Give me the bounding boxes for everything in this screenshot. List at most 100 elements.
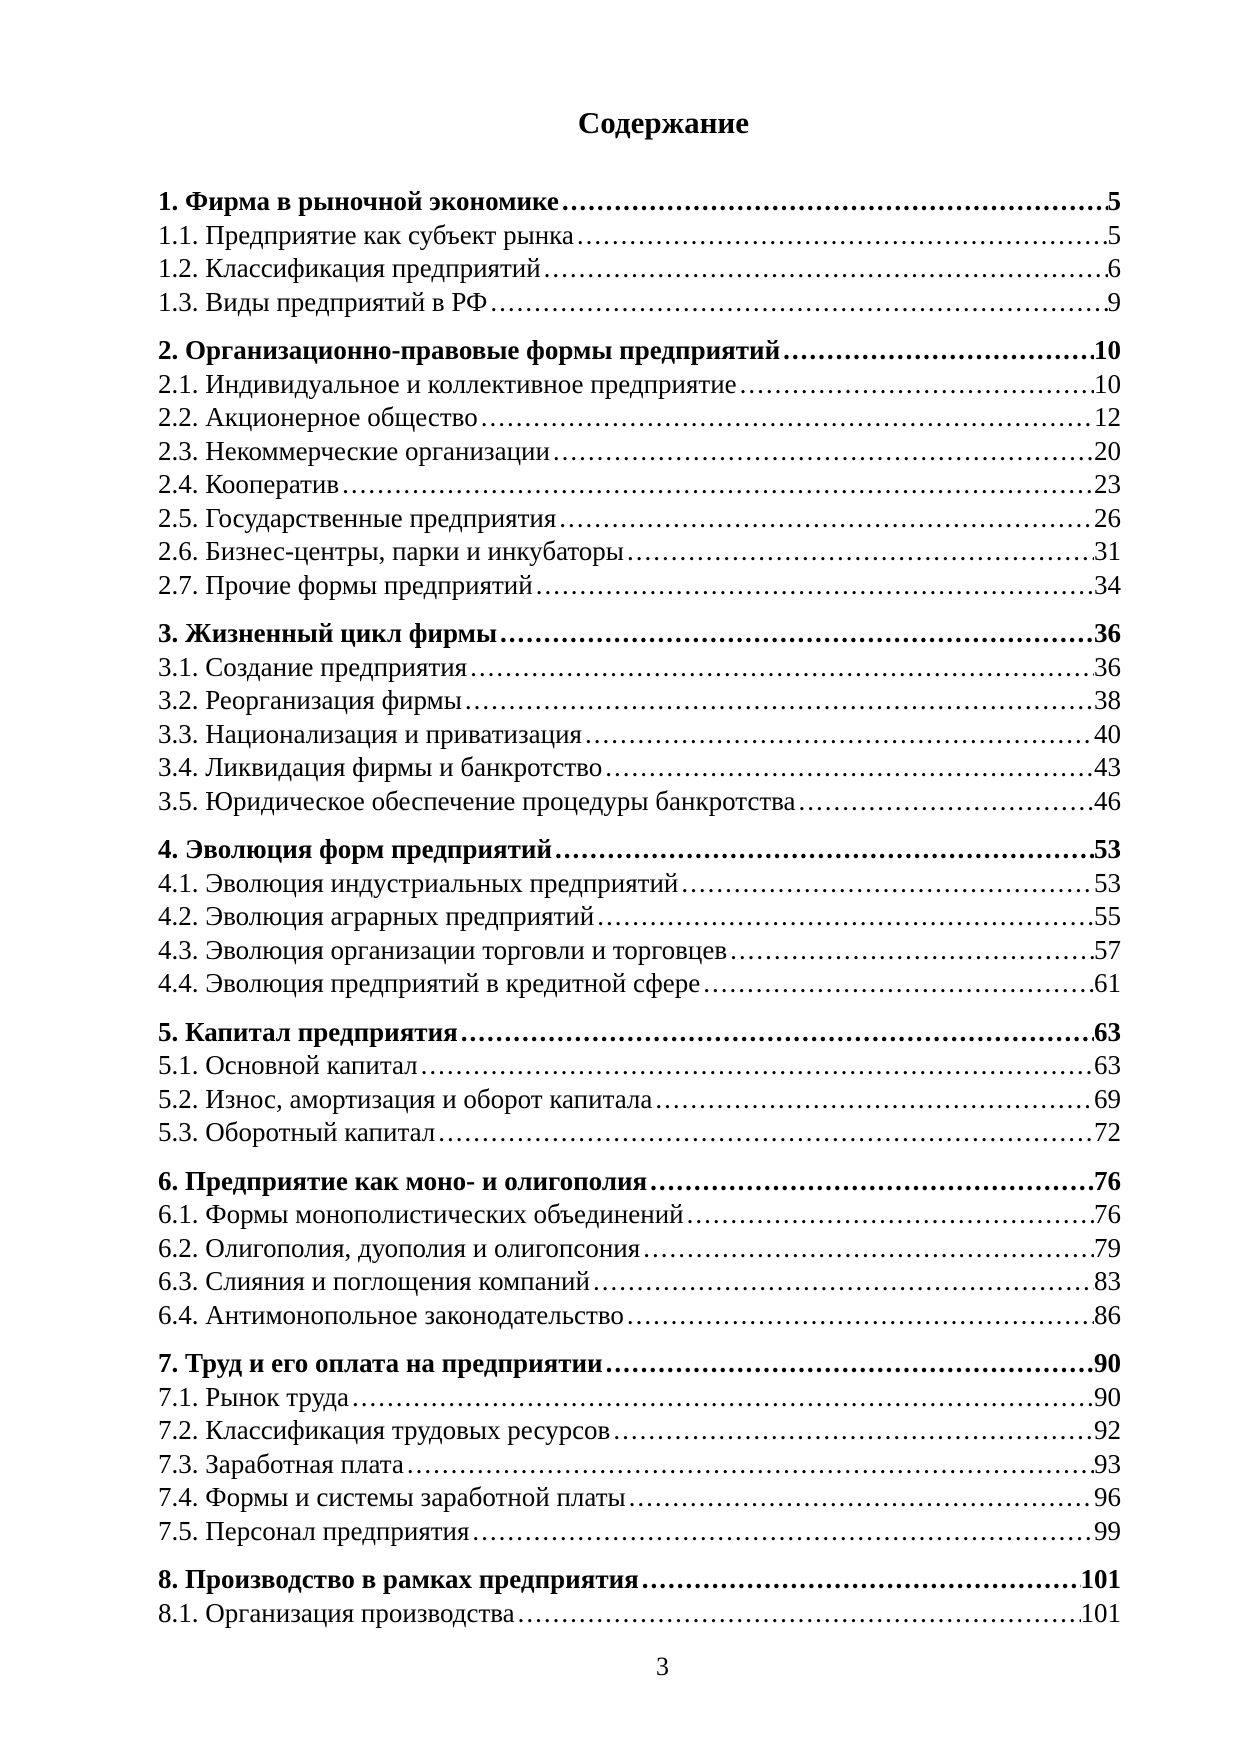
toc-entry-page: 83: [1094, 1266, 1121, 1296]
toc-entry-page: 9: [1107, 286, 1122, 317]
toc-leader-dots: [624, 535, 1094, 569]
toc-entry[interactable]: 7.4. Формы и системы заработной платы 96: [158, 1481, 1121, 1515]
toc-entry[interactable]: 2.6. Бизнес-центры, парки и инкубаторы 3…: [158, 535, 1121, 569]
toc-entry[interactable]: 6.1. Формы монополистических объединений…: [158, 1198, 1121, 1232]
page-footer: 3: [0, 1650, 1241, 1683]
toc-entry[interactable]: 2.1. Индивидуальное и коллективное предп…: [158, 368, 1121, 402]
toc-entry[interactable]: 6.4. Антимонопольное законодательство 86: [158, 1299, 1121, 1333]
toc-entry-page: 6: [1107, 253, 1122, 283]
toc-entry[interactable]: 1.2. Классификация предприятий 6: [158, 252, 1121, 286]
toc-entry[interactable]: 4.1. Эволюция индустриальных предприятий…: [158, 867, 1121, 901]
toc-entry-label: 2.5. Государственные предприятия: [158, 502, 557, 533]
toc-entry-page: 20: [1094, 435, 1121, 466]
toc-leader-dots: [727, 934, 1094, 968]
toc-entry[interactable]: 6. Предприятие как моно- и олигополия 76: [158, 1165, 1121, 1199]
toc-leader-dots: [541, 252, 1108, 286]
toc-entry-page: 96: [1094, 1482, 1121, 1512]
toc-entry[interactable]: 3.1. Создание предприятия 36: [158, 651, 1121, 685]
toc-entry-label: 4. Эволюция форм предприятий: [158, 834, 553, 864]
toc-entry-label: 3.5. Юридическое обеспечение процедуры б…: [158, 785, 796, 816]
toc-entry[interactable]: 7.3. Заработная плата 93: [158, 1448, 1121, 1482]
toc-leader-dots: [574, 219, 1108, 253]
toc-entry-page: 101: [1080, 1564, 1122, 1594]
toc-leader-dots: [515, 1597, 1081, 1631]
toc-entry[interactable]: 7.5. Персонал предприятия 99: [158, 1515, 1121, 1549]
toc-entry-page: 72: [1094, 1117, 1121, 1147]
toc-entry[interactable]: 2.5. Государственные предприятия 26: [158, 502, 1121, 536]
toc-leader-dots: [602, 751, 1094, 785]
toc-entry-label: 5.1. Основной капитал: [158, 1050, 418, 1080]
toc-entry[interactable]: 6.3. Слияния и поглощения компаний 83: [158, 1265, 1121, 1299]
toc-entry[interactable]: 2.7. Прочие формы предприятий 34: [158, 569, 1121, 603]
toc-entry[interactable]: 2. Организационно-правовые формы предпри…: [158, 334, 1121, 368]
toc-leader-dots: [462, 684, 1094, 718]
toc-entry[interactable]: 4. Эволюция форм предприятий 53: [158, 833, 1121, 867]
toc-leader-dots: [647, 1165, 1094, 1199]
toc-entry-label: 2.7. Прочие формы предприятий: [158, 569, 533, 600]
toc-leader-dots: [467, 651, 1094, 685]
toc-leader-dots: [582, 718, 1094, 752]
toc-entry[interactable]: 4.3. Эволюция организации торговли и тор…: [158, 934, 1121, 968]
toc-entry[interactable]: 6.2. Олигополия, дуополия и олигопсония …: [158, 1232, 1121, 1266]
toc-entry[interactable]: 2.4. Кооператив 23: [158, 468, 1121, 502]
toc-entry-page: 36: [1094, 651, 1121, 682]
toc-entry-page: 61: [1094, 968, 1121, 998]
toc-entry-label: 8.1. Организация производства: [158, 1597, 515, 1628]
toc-entry-page: 40: [1094, 718, 1121, 749]
toc-entry-page: 69: [1094, 1083, 1121, 1114]
toc-entry-label: 6.1. Формы монополистических объединений: [158, 1199, 684, 1229]
toc-entry-label: 3.1. Создание предприятия: [158, 651, 468, 682]
toc-entry[interactable]: 3.4. Ликвидация фирмы и банкротство 43: [158, 751, 1121, 785]
toc-entry[interactable]: 4.4. Эволюция предприятий в кредитной сф…: [158, 967, 1121, 1001]
toc-entry[interactable]: 5.3. Оборотный капитал 72: [158, 1116, 1121, 1150]
toc-leader-dots: [487, 286, 1107, 320]
toc-leader-dots: [559, 185, 1108, 219]
toc-entry[interactable]: 3. Жизненный цикл фирмы 36: [158, 617, 1121, 651]
toc-entry-page: 86: [1094, 1299, 1121, 1330]
toc-entry[interactable]: 8. Производство в рамках предприятия 101: [158, 1563, 1121, 1597]
toc-entry[interactable]: 7. Труд и его оплата на предприятии 90: [158, 1347, 1121, 1381]
toc-entry-page: 93: [1094, 1448, 1121, 1479]
toc-leader-dots: [624, 1299, 1094, 1333]
toc-entry-label: 6.2. Олигополия, дуополия и олигопсония: [158, 1232, 641, 1263]
toc-entry[interactable]: 2.3. Некоммерческие организации 20: [158, 435, 1121, 469]
toc-entry-label: 2.2. Акционерное общество: [158, 402, 478, 432]
toc-entry[interactable]: 5. Капитал предприятия 63: [158, 1016, 1121, 1050]
toc-leader-dots: [652, 1083, 1094, 1117]
footer-page-number: 3: [656, 1652, 669, 1681]
toc-entry[interactable]: 4.2. Эволюция аграрных предприятий 55: [158, 900, 1121, 934]
toc-leader-dots: [435, 1116, 1094, 1150]
toc-entry[interactable]: 7.1. Рынок труда 90: [158, 1381, 1121, 1415]
toc-entry-label: 7.1. Рынок труда: [158, 1381, 350, 1412]
toc-entry-page: 10: [1094, 335, 1121, 365]
toc-entry[interactable]: 7.2. Классификация трудовых ресурсов 92: [158, 1414, 1121, 1448]
toc-entry[interactable]: 1. Фирма в рыночной экономике 5: [158, 185, 1121, 219]
toc-entry[interactable]: 3.5. Юридическое обеспечение процедуры б…: [158, 785, 1121, 819]
toc-entry[interactable]: 2.2. Акционерное общество 12: [158, 401, 1121, 435]
toc-entry-label: 7.2. Классификация трудовых ресурсов: [158, 1415, 611, 1445]
toc-entry[interactable]: 3.3. Национализация и приватизация 40: [158, 718, 1121, 752]
toc-leader-dots: [478, 401, 1094, 435]
toc-leader-dots: [610, 1414, 1094, 1448]
toc-entry-page: 79: [1094, 1232, 1121, 1263]
toc-entry[interactable]: 5.1. Основной капитал 63: [158, 1049, 1121, 1083]
toc-leader-dots: [418, 1049, 1094, 1083]
toc-entry[interactable]: 3.2. Реорганизация фирмы 38: [158, 684, 1121, 718]
toc-leader-dots: [603, 1347, 1094, 1381]
toc-entry-page: 101: [1080, 1597, 1122, 1628]
toc-content: Содержание 1. Фирма в рыночной экономике…: [158, 103, 1121, 1630]
toc-entry[interactable]: 8.1. Организация производства 101: [158, 1597, 1121, 1631]
toc-entry-page: 12: [1094, 402, 1121, 432]
toc-entry-label: 2. Организационно-правовые формы предпри…: [158, 335, 781, 365]
toc-entry-page: 31: [1094, 536, 1121, 566]
toc-leader-dots: [458, 1016, 1094, 1050]
toc-entry[interactable]: 5.2. Износ, амортизация и оборот капитал…: [158, 1083, 1121, 1117]
toc-leader-dots: [550, 435, 1094, 469]
toc-leader-dots: [639, 1563, 1081, 1597]
page-title: Содержание: [577, 105, 750, 140]
toc-entry-label: 6. Предприятие как моно- и олигополия: [158, 1165, 648, 1196]
toc-entry-label: 7.4. Формы и системы заработной платы: [158, 1482, 626, 1512]
toc-entry-page: 53: [1094, 867, 1121, 898]
toc-entry[interactable]: 1.3. Виды предприятий в РФ 9: [158, 286, 1121, 320]
toc-entry[interactable]: 1.1. Предприятие как субъект рынка 5: [158, 219, 1121, 253]
